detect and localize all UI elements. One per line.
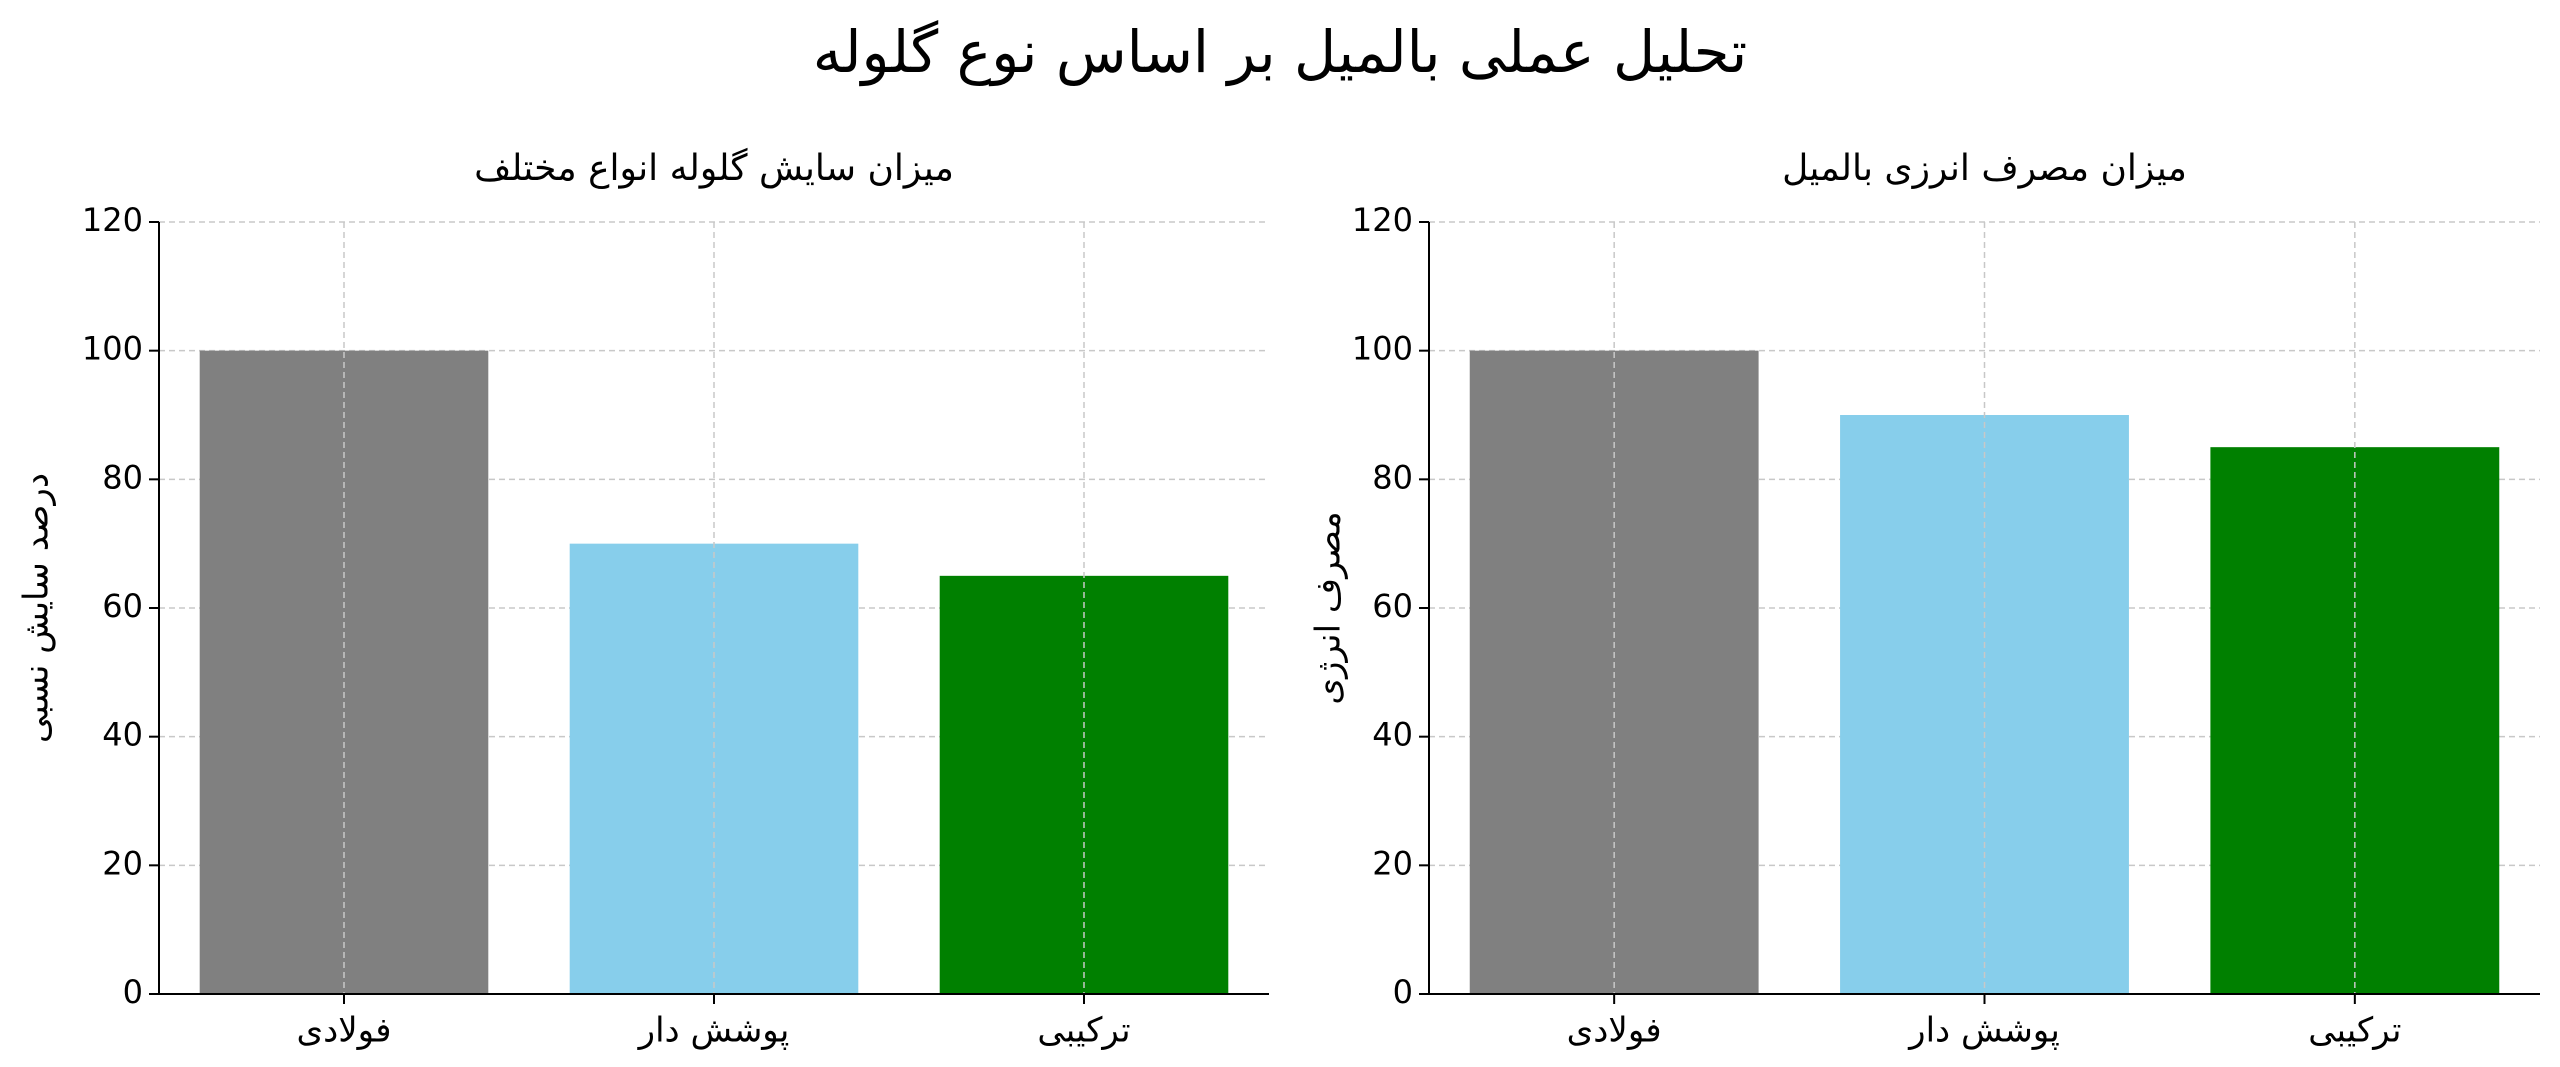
x-tick-label: ترکیبی [2308, 1011, 2401, 1051]
y-tick-label: 0 [123, 973, 143, 1011]
chart-title: میزان سایش گلوله انواع مختلف [474, 147, 954, 189]
y-axis-label: درصد سایش نسبی [17, 473, 57, 743]
x-tick-label: پوشش دار [637, 1011, 790, 1051]
y-tick-label: 100 [1352, 330, 1413, 368]
y-tick-label: 40 [102, 716, 143, 754]
x-tick-label: فولادی [1567, 1011, 1662, 1051]
y-tick-label: 0 [1393, 973, 1413, 1011]
chart-title: میزان مصرف انرزی بالمیل [1782, 148, 2187, 189]
y-tick-label: 40 [1372, 716, 1413, 754]
y-tick-label: 120 [82, 201, 143, 239]
y-tick-label: 80 [1372, 458, 1413, 496]
y-axis-label: مصرف انرژی [1309, 511, 1349, 704]
x-tick-label: ترکیبی [1037, 1011, 1130, 1051]
bar [569, 543, 859, 994]
x-tick-label: فولادی [297, 1011, 392, 1051]
y-tick-label: 60 [1372, 587, 1413, 625]
y-tick-label: 20 [102, 844, 143, 882]
y-tick-label: 60 [102, 587, 143, 625]
y-tick-label: 80 [102, 458, 143, 496]
y-tick-label: 20 [1372, 844, 1413, 882]
y-tick-label: 100 [82, 330, 143, 368]
y-tick-label: 120 [1352, 201, 1413, 239]
figure-title: تحلیل عملی بالمیل بر اساس نوع گلوله [813, 18, 1748, 87]
bar [2210, 447, 2500, 995]
x-tick-label: پوشش دار [1907, 1011, 2060, 1051]
